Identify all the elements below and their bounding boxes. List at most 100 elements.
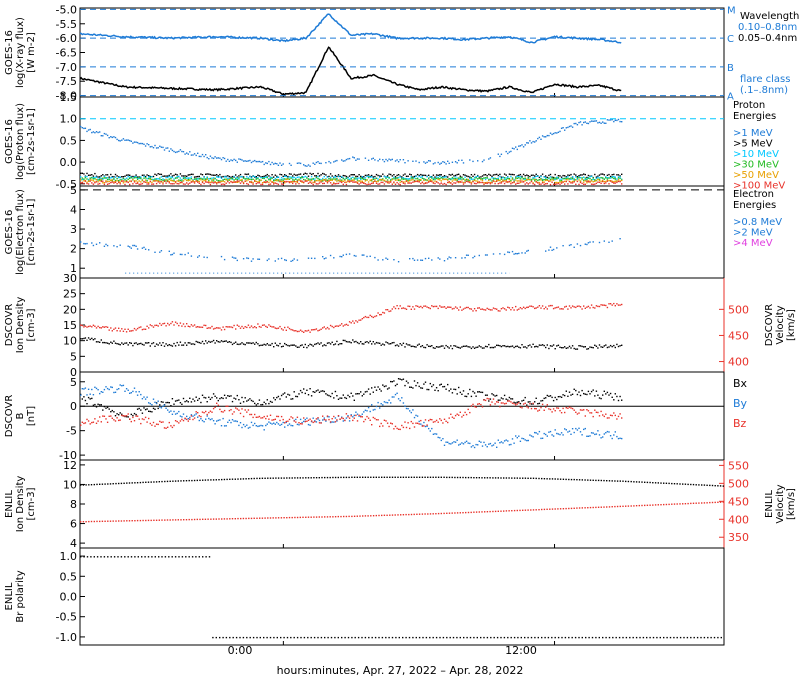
mag-pt-0-257 (486, 394, 488, 396)
proton-pt-3-91 (223, 178, 226, 180)
proton-pt-1-188 (377, 174, 379, 177)
proton-pt-3-159 (331, 178, 333, 180)
enlil-pt-1-25 (147, 519, 150, 522)
mag-pt-1-144 (307, 423, 310, 426)
mag-pt-1-37 (138, 391, 140, 393)
plasma-pt-1-223 (432, 305, 435, 308)
proton-pt-1-268 (503, 173, 506, 175)
mag-pt-2-37 (138, 418, 140, 420)
mag-pt-2-50 (159, 420, 161, 423)
proton-pt-3-162 (336, 178, 338, 180)
plasma-pt-1-310 (570, 307, 572, 309)
proton-pt-3-223 (432, 178, 435, 181)
proton-pt-3-286 (532, 178, 534, 180)
proton-pt-0-123 (274, 162, 276, 165)
proton-pt-3-299 (552, 177, 555, 180)
mag-pt-0-50 (159, 404, 161, 406)
proton-pt-0-136 (306, 165, 308, 167)
proton-pt-0-268 (586, 122, 588, 124)
proton-pt-1-138 (298, 173, 300, 176)
proton-pt-1-215 (420, 173, 422, 176)
plasma-pt-0-150 (317, 342, 319, 344)
mag-pt-0-117 (265, 403, 267, 405)
proton-pt-0-29 (125, 139, 128, 141)
enlil-pt-0-40 (188, 479, 190, 482)
proton-pt-2-194 (386, 176, 389, 178)
proton-pt-1-292 (541, 173, 544, 175)
proton-pt-1-93 (227, 175, 229, 177)
enlil-pt-0-161 (516, 477, 518, 479)
enlil-pt-0-235 (717, 485, 719, 487)
mag-series-2 (80, 397, 623, 431)
proton-pt-1-74 (197, 175, 199, 178)
enlil-pt-0-229 (701, 484, 703, 486)
plasma-pt-0-242 (462, 345, 465, 347)
proton-pt-2-246 (469, 177, 471, 180)
polarity-pt-0-22 (154, 556, 156, 558)
proton-pt-2-1 (81, 178, 83, 181)
proton-pt-4-258 (488, 179, 490, 182)
proton-pt-4-150 (317, 179, 319, 182)
mag-pt-0-18 (108, 408, 110, 410)
mag-pt-2-93 (227, 405, 229, 407)
electron-pt-0-138 (570, 244, 572, 246)
proton-pt-4-37 (138, 180, 140, 182)
enlil-pt-0-57 (234, 478, 236, 480)
plasma-pt-1-214 (418, 306, 420, 308)
proton-pt-5-266 (500, 182, 503, 184)
proton-pt-2-136 (295, 177, 297, 179)
proton-pt-0-167 (377, 160, 379, 162)
proton-pt-3-57 (170, 177, 172, 180)
proton-pt-1-266 (500, 176, 503, 178)
plasma-pt-1-54 (165, 325, 167, 327)
proton-pt-1-181 (366, 174, 368, 177)
proton-pt-3-240 (459, 177, 461, 179)
mag-pt-1-222 (431, 427, 433, 430)
polarity-pt-0-61 (286, 636, 289, 639)
plasma-pt-1-23 (116, 330, 118, 332)
proton-pt-5-322 (589, 180, 591, 182)
plasma-pt-0-4 (86, 339, 88, 341)
proton-pt-4-75 (198, 180, 200, 183)
mag-pt-2-173 (353, 417, 355, 419)
plasma-pt-1-207 (407, 305, 409, 307)
mag-pt-0-248 (472, 390, 474, 393)
mag-pt-0-20 (111, 409, 113, 412)
mag-pt-1-141 (303, 420, 305, 423)
proton-pt-1-233 (448, 173, 450, 176)
plasma-pt-1-53 (163, 322, 166, 325)
proton-pt-5-253 (480, 181, 482, 184)
proton-pt-4-188 (377, 180, 379, 183)
enlil-pt-1-8 (101, 520, 104, 522)
mag-pt-0-47 (154, 408, 156, 410)
proton-pt-0-272 (592, 120, 594, 122)
plasma-ytick-0: 30 (63, 272, 77, 285)
proton-pt-5-64 (181, 181, 183, 183)
mag-pt-0-209 (410, 386, 412, 388)
proton-pt-1-176 (358, 174, 360, 176)
enlil-pt-0-175 (554, 478, 556, 480)
proton-pt-0-225 (518, 145, 520, 147)
enlil-pt-0-114 (389, 476, 391, 478)
plasma-pt-1-75 (198, 326, 200, 328)
proton-pt-3-323 (590, 179, 593, 181)
mag-pt-1-26 (121, 385, 123, 387)
plasma-pt-1-118 (266, 326, 268, 328)
enlil-pt-1-164 (524, 509, 527, 511)
polarity-pt-0-19 (144, 556, 146, 558)
electron-pt-0-46 (236, 259, 238, 262)
mag-pt-2-214 (418, 423, 420, 425)
proton-pt-3-108 (250, 178, 253, 181)
proton-pt-4-54 (165, 178, 167, 181)
enlil-pt-1-119 (402, 514, 405, 516)
plasma-pt-0-341 (619, 345, 621, 347)
mag-pt-1-102 (241, 426, 243, 429)
proton-pt-5-318 (583, 183, 585, 185)
proton-pt-5-221 (429, 180, 431, 182)
proton-pt-3-246 (469, 179, 471, 182)
enlil-pt-0-236 (719, 485, 722, 487)
proton-pt-2-37 (138, 177, 140, 180)
polarity-pt-0-46 (235, 636, 238, 639)
proton-pt-3-333 (606, 178, 609, 180)
plasma-pt-1-168 (345, 323, 348, 326)
